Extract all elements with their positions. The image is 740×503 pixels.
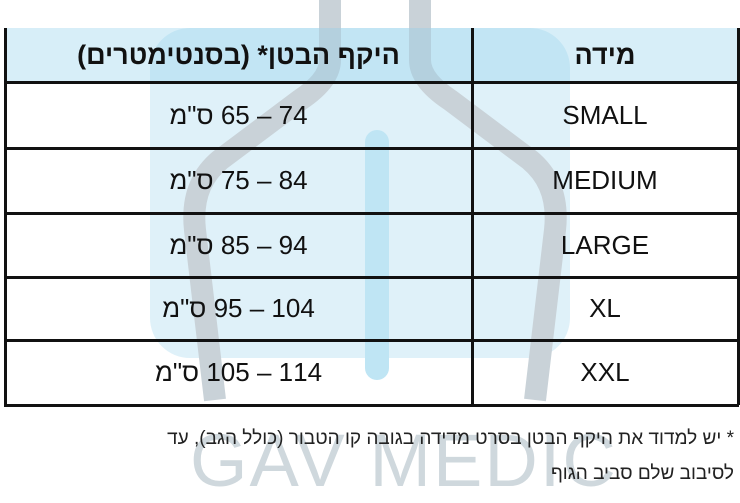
row-border (4, 80, 739, 84)
size-cell: SMALL (562, 99, 648, 130)
range-cell: 94 – 85 ס"מ (169, 229, 308, 260)
row-border (4, 146, 739, 150)
row-border (4, 338, 739, 342)
row-border (4, 275, 739, 279)
logo-stroke (409, 0, 567, 402)
size-cell: XXL (580, 357, 630, 387)
size-cell: MEDIUM (552, 165, 658, 195)
range-cell: 114 – 105 ס"מ (154, 357, 323, 387)
logo-spine (365, 130, 389, 380)
row-border (4, 211, 739, 215)
header-cell: היקף הבטן* (בסנטימטרים) (5, 28, 472, 82)
size-cell: LARGE (560, 229, 650, 260)
range-cell: 84 – 75 ס"מ (169, 165, 308, 195)
logo-stroke (183, 0, 341, 402)
footnote: לסיבוב שלם סביב הגוף (550, 463, 734, 484)
range-cell: 74 – 65 ס"מ (169, 99, 308, 130)
column-border (3, 28, 7, 405)
watermark-text: GAV MEDIC (190, 419, 618, 502)
column-border (736, 28, 740, 405)
row-border (4, 403, 739, 407)
footnote: * יש למדוד את היקף הבטן בסרט מדידה בגובה… (167, 428, 734, 449)
column-border (470, 28, 474, 405)
range-cell: 104 – 95 ס"מ (162, 293, 315, 323)
size-cell: XL (589, 293, 621, 323)
header-cell: מידה (472, 28, 738, 82)
